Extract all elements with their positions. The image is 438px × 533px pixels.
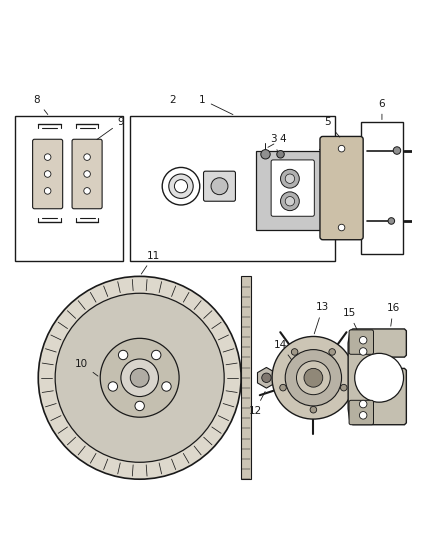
Circle shape [280, 192, 299, 211]
Circle shape [174, 180, 187, 193]
Circle shape [356, 332, 364, 341]
Circle shape [55, 293, 224, 462]
Circle shape [355, 353, 403, 402]
Circle shape [280, 384, 286, 391]
Circle shape [360, 336, 367, 344]
Circle shape [44, 188, 51, 194]
Bar [241, 276, 251, 479]
Circle shape [130, 368, 149, 387]
Circle shape [211, 178, 228, 195]
Text: 14: 14 [274, 340, 293, 361]
Bar [130, 116, 335, 261]
FancyBboxPatch shape [204, 171, 236, 201]
Bar [361, 123, 403, 254]
Circle shape [261, 150, 270, 159]
Text: 5: 5 [324, 117, 340, 137]
Circle shape [121, 359, 159, 397]
Circle shape [297, 361, 330, 394]
Circle shape [360, 411, 367, 419]
Circle shape [100, 338, 179, 417]
Circle shape [262, 373, 271, 383]
Circle shape [285, 197, 295, 206]
Text: 3: 3 [270, 134, 278, 152]
Circle shape [310, 407, 317, 413]
Circle shape [84, 188, 90, 194]
Polygon shape [348, 329, 406, 425]
Text: 10: 10 [75, 359, 98, 376]
FancyBboxPatch shape [271, 160, 314, 216]
Circle shape [162, 167, 200, 205]
Circle shape [44, 171, 51, 177]
Circle shape [118, 350, 128, 360]
Polygon shape [256, 150, 325, 230]
Text: 13: 13 [314, 302, 329, 334]
Circle shape [152, 350, 161, 360]
Circle shape [291, 349, 298, 355]
Circle shape [338, 224, 345, 231]
Circle shape [393, 147, 401, 154]
Text: 6: 6 [378, 99, 385, 119]
Bar [427, 147, 434, 154]
Bar [15, 116, 123, 261]
FancyBboxPatch shape [72, 139, 102, 209]
Text: 9: 9 [97, 117, 124, 140]
Circle shape [162, 382, 171, 391]
Circle shape [169, 174, 193, 198]
Circle shape [135, 401, 145, 410]
Text: 15: 15 [343, 308, 359, 334]
Text: 11: 11 [141, 251, 160, 274]
Circle shape [304, 368, 323, 387]
Text: 1: 1 [199, 95, 233, 115]
Circle shape [38, 276, 241, 479]
Circle shape [388, 217, 395, 224]
Circle shape [84, 154, 90, 160]
Polygon shape [258, 367, 276, 388]
Circle shape [340, 384, 347, 391]
Circle shape [272, 336, 355, 419]
Circle shape [360, 348, 367, 355]
Circle shape [285, 174, 295, 183]
Text: 4: 4 [268, 134, 286, 147]
FancyBboxPatch shape [32, 139, 63, 209]
Bar [427, 217, 434, 225]
FancyBboxPatch shape [320, 136, 363, 240]
Text: 8: 8 [33, 95, 48, 115]
Text: 2: 2 [169, 95, 176, 105]
Text: 7: 7 [437, 216, 438, 226]
Circle shape [280, 169, 299, 188]
Circle shape [108, 382, 117, 391]
Circle shape [285, 350, 342, 406]
Circle shape [44, 154, 51, 160]
Circle shape [360, 400, 367, 408]
Circle shape [84, 171, 90, 177]
Text: 12: 12 [248, 392, 265, 416]
Circle shape [277, 150, 284, 158]
Text: 7: 7 [437, 146, 438, 156]
Circle shape [338, 146, 345, 152]
Text: 16: 16 [387, 303, 400, 326]
FancyBboxPatch shape [349, 400, 374, 425]
FancyBboxPatch shape [349, 330, 374, 354]
Circle shape [329, 349, 336, 355]
